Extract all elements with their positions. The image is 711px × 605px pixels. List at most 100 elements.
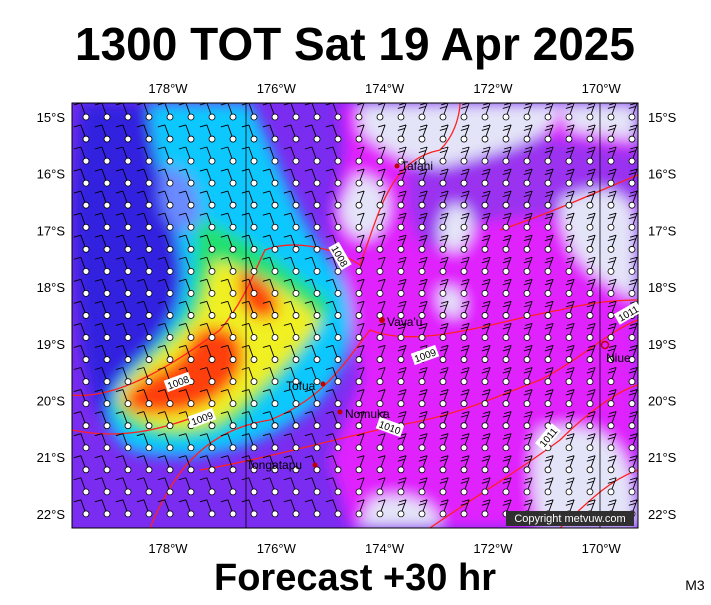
barb-flag (94, 367, 102, 370)
barb-station (544, 466, 552, 474)
barb-flag (565, 260, 573, 264)
barb-flag (325, 455, 333, 459)
barb-station (607, 356, 615, 363)
wind-barb (178, 103, 195, 121)
wind-barb (73, 234, 90, 253)
barb-flag (325, 168, 333, 172)
wind-barb (481, 103, 491, 121)
barb-flag (378, 278, 386, 282)
barb-flag (462, 168, 470, 172)
lat-label: 17°S (37, 223, 66, 238)
wind-barb (481, 124, 491, 143)
barb-station (187, 334, 195, 341)
barb-flag (588, 168, 596, 172)
barb-flag (565, 326, 573, 330)
barb-station (187, 267, 195, 275)
barb-flag (420, 146, 428, 150)
barb-station (250, 135, 258, 143)
barb-station (103, 422, 111, 430)
barb-station (313, 179, 321, 187)
barb-station (628, 267, 636, 275)
wind-barb (220, 234, 237, 253)
barb-flag (325, 278, 333, 282)
wind-barb (397, 322, 407, 341)
wind-barb (355, 124, 365, 143)
barb-station (565, 356, 573, 363)
barb-flag (588, 367, 596, 370)
barb-flag (241, 146, 249, 150)
barb-flag (565, 370, 573, 374)
barb-station (439, 488, 447, 496)
wind-barb (262, 455, 279, 474)
barb-station (565, 157, 573, 165)
barb-station (82, 223, 90, 231)
wind-barb (157, 124, 174, 143)
barb-flag (607, 348, 615, 352)
barb-station (418, 157, 426, 165)
barb-station (187, 201, 195, 209)
barb-flag (420, 455, 428, 459)
wind-barb (304, 322, 321, 341)
barb-flag (304, 433, 312, 437)
wind-barb (262, 278, 279, 297)
barb-station (397, 444, 405, 452)
barb-flag (220, 345, 228, 348)
barb-station (208, 378, 216, 386)
wind-barb (523, 345, 533, 363)
barb-flag (588, 256, 596, 260)
barb-station (523, 223, 531, 231)
barb-flag (439, 105, 447, 109)
barb-flag (418, 480, 426, 484)
barb-station (544, 223, 552, 231)
place-label: Nomuka (345, 407, 390, 421)
wind-barb (544, 411, 554, 430)
barb-flag (220, 256, 228, 260)
barb-flag (525, 212, 533, 216)
barb-station (313, 157, 321, 165)
barb-flag (397, 238, 405, 242)
barb-flag (399, 389, 407, 392)
barb-flag (220, 190, 228, 194)
barb-flag (441, 499, 449, 503)
barb-flag (525, 278, 533, 282)
barb-flag (628, 238, 636, 242)
barb-flag (283, 322, 291, 326)
barb-flag (357, 322, 365, 326)
barb-station (397, 400, 405, 408)
barb-station (229, 422, 237, 430)
barb-flag (565, 414, 573, 418)
barb-flag (136, 278, 144, 282)
wind-barb (220, 256, 237, 275)
barb-flag (420, 389, 428, 392)
barb-flag (544, 172, 552, 176)
barb-station (418, 312, 426, 319)
barb-flag (136, 389, 144, 392)
barb-flag (220, 322, 228, 326)
barb-flag (609, 411, 617, 415)
barb-flag (199, 190, 207, 194)
barb-flag (304, 322, 312, 326)
wind-barb (304, 278, 321, 297)
barb-flag (523, 260, 531, 264)
wind-barb (241, 455, 258, 474)
barb-station (502, 400, 510, 408)
barb-flag (460, 105, 468, 109)
barb-flag (397, 216, 405, 220)
barb-flag (357, 234, 365, 238)
wind-barb (136, 190, 153, 209)
barb-station (544, 201, 552, 209)
barb-flag (178, 146, 186, 150)
barb-flag (460, 150, 468, 153)
barb-station (82, 113, 90, 121)
wind-barb (502, 433, 512, 452)
barb-station (460, 157, 468, 165)
barb-station (355, 422, 363, 430)
wind-barb (439, 499, 449, 518)
barb-flag (567, 190, 575, 194)
wind-barb (607, 256, 617, 275)
barb-flag (94, 124, 102, 128)
barb-flag (378, 477, 386, 481)
barb-flag (588, 455, 596, 459)
barb-flag (481, 216, 489, 220)
barb-flag (607, 150, 615, 153)
